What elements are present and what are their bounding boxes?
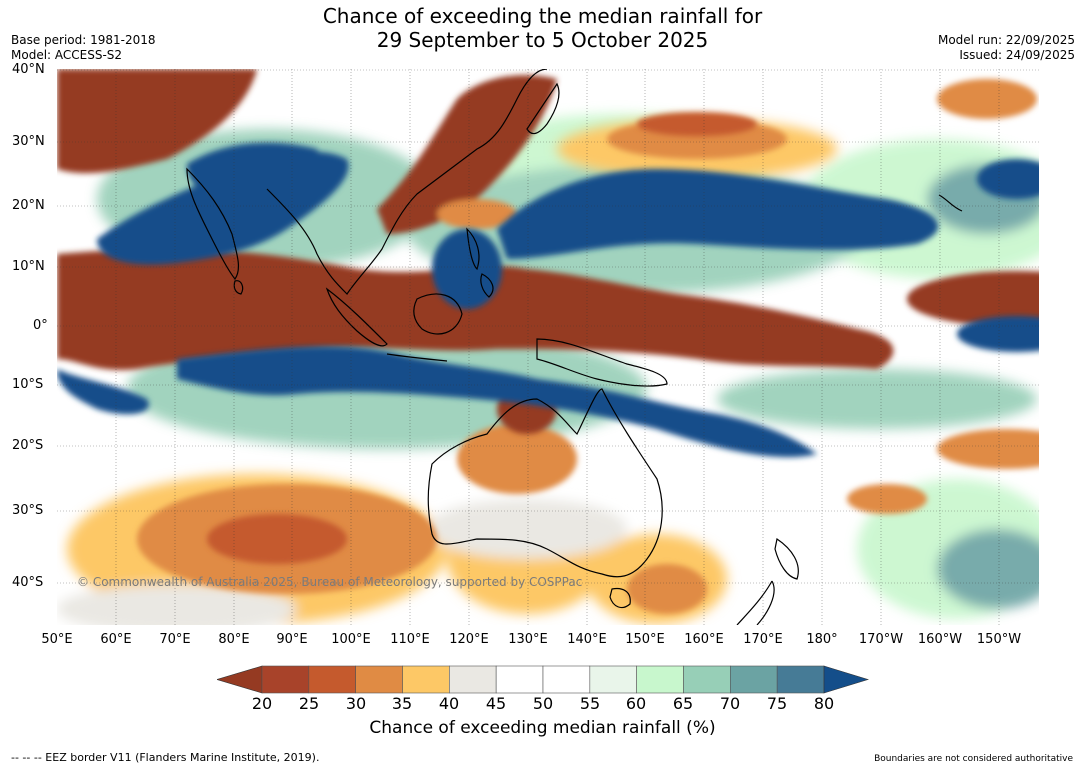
lat-label: 10°N: [12, 259, 45, 274]
colorbar-tick: 40: [438, 694, 460, 713]
lon-label: 130°E: [508, 632, 548, 647]
colorbar-cell: [636, 665, 684, 694]
tasmania-outline: [609, 587, 631, 609]
colorbar-tick: 65: [672, 694, 694, 713]
new-zealand-south: [736, 580, 775, 625]
new-zealand-north: [774, 538, 799, 580]
rainfall-map: [57, 69, 1039, 625]
colorbar-under-arrow: [217, 665, 263, 694]
lat-label: 20°N: [12, 198, 45, 213]
colorbar-tick: 50: [532, 694, 554, 713]
meta-right: Model run: 22/09/2025 Issued: 24/09/2025: [938, 33, 1075, 63]
sri-lanka-outline: [233, 280, 244, 295]
lon-label: 50°E: [41, 632, 73, 647]
colorbar-cell: [542, 665, 591, 694]
colorbar-cell: [683, 665, 731, 694]
lon-label: 90°E: [276, 632, 308, 647]
title-line-2: 29 September to 5 October 2025: [376, 28, 709, 52]
copyright-notice: © Commonwealth of Australia 2025, Bureau…: [77, 575, 583, 589]
colorbar-cell: [776, 665, 825, 694]
colorbar-tick: 55: [579, 694, 601, 713]
lat-label: 40°S: [12, 575, 44, 590]
colorbar-tick: 35: [391, 694, 413, 713]
lon-label: 70°E: [159, 632, 191, 647]
lon-label: 100°E: [331, 632, 371, 647]
lon-label: 80°E: [218, 632, 250, 647]
colorbar-cell: [308, 665, 356, 694]
base-period: Base period: 1981-2018: [11, 33, 156, 47]
lon-label: 110°E: [390, 632, 430, 647]
colorbar-cell: [589, 665, 637, 694]
java-outline: [386, 353, 448, 362]
lon-label: 160°E: [684, 632, 724, 647]
colorbar-tick: 80: [813, 694, 835, 713]
colorbar-tick: 75: [766, 694, 788, 713]
coastlines: [186, 69, 963, 625]
colorbar-cell: [355, 665, 403, 694]
lon-label: 170°E: [743, 632, 783, 647]
colorbar-tick: 25: [298, 694, 320, 713]
dry-zones-strong: [57, 69, 1039, 564]
japan-outline: [526, 82, 560, 135]
philippines-outline: [466, 227, 494, 298]
southeast-asia-outline: [266, 69, 548, 295]
meta-left: Base period: 1981-2018 Model: ACCESS-S2: [11, 33, 156, 63]
colorbar-tick: 60: [625, 694, 647, 713]
new-guinea-outline: [536, 338, 668, 387]
model-run: Model run: 22/09/2025: [937, 33, 1075, 47]
borneo-outline: [413, 293, 463, 335]
australia-outline: [427, 388, 663, 578]
colorbar-tick: 70: [719, 694, 741, 713]
colorbar-tick: 30: [345, 694, 367, 713]
title-line-1: Chance of exceeding the median rainfall …: [322, 4, 763, 28]
lon-label: 160°W: [917, 632, 963, 647]
india-outline: [186, 167, 240, 281]
colorbar-over-arrow: [823, 665, 869, 694]
colorbar-cell: [730, 665, 778, 694]
colorbar-cell: [495, 665, 544, 694]
boundaries-disclaimer: Boundaries are not considered authoritat…: [874, 754, 1073, 764]
eez-border-note: -- -- -- EEZ border V11 (Flanders Marine…: [11, 751, 320, 764]
model-name: Model: ACCESS-S2: [11, 48, 123, 62]
wet-zones-strong: [57, 142, 1039, 458]
colorbar-tick: 45: [485, 694, 507, 713]
lon-label: 120°E: [449, 632, 489, 647]
lon-label: 140°E: [567, 632, 607, 647]
lat-label: 0°: [33, 318, 48, 333]
lat-label: 10°S: [12, 377, 44, 392]
colorbar-tick: 20: [251, 694, 273, 713]
lat-label: 20°S: [12, 438, 44, 453]
hawaii-outline: [938, 194, 963, 212]
lon-label: 180°: [806, 632, 838, 647]
lat-label: 30°N: [12, 134, 45, 149]
colorbar-cell: [402, 665, 450, 694]
map-title: Chance of exceeding the median rainfall …: [0, 4, 1085, 52]
colorbar: [217, 665, 869, 694]
sumatra-outline: [325, 287, 388, 347]
colorbar-label: Chance of exceeding median rainfall (%): [369, 718, 716, 738]
lon-label: 150°W: [976, 632, 1022, 647]
lat-label: 40°N: [12, 62, 45, 77]
lon-label: 60°E: [100, 632, 132, 647]
lon-label: 170°W: [858, 632, 904, 647]
colorbar-cell: [261, 665, 310, 694]
lat-label: 30°S: [12, 503, 44, 518]
lon-label: 150°E: [625, 632, 665, 647]
colorbar-cell: [449, 665, 497, 694]
issued-date: Issued: 24/09/2025: [959, 48, 1075, 62]
